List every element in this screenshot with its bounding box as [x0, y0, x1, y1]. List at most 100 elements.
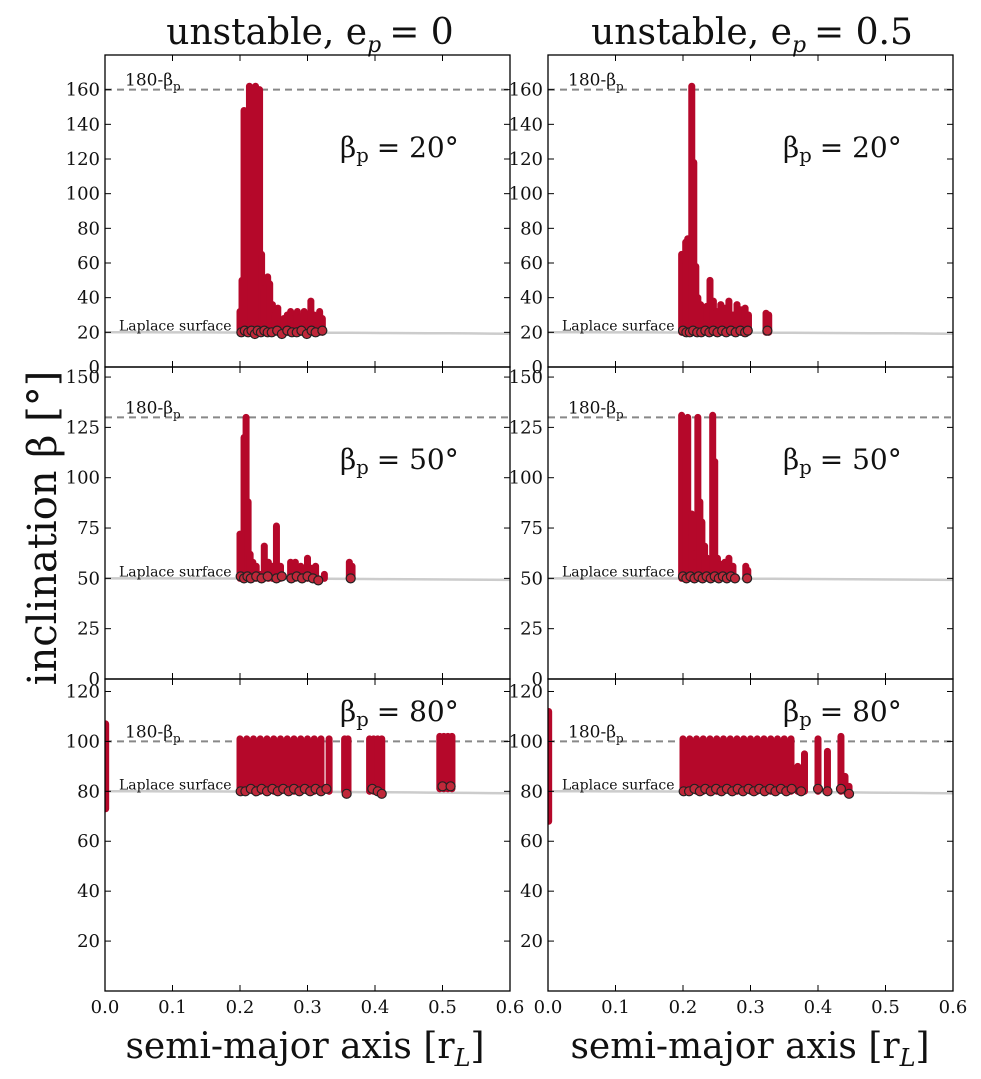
retrograde-label: 180-βp — [125, 71, 181, 94]
x-axis-label-left: semi-major axis [rL] — [125, 1026, 484, 1072]
y-tick-label: 80 — [520, 218, 543, 239]
data-marker — [812, 783, 824, 794]
data-marker — [376, 788, 387, 799]
plot-area — [548, 707, 953, 825]
column-title-left: unstable, ep = 0 — [166, 12, 453, 58]
y-tick-label: 125 — [509, 417, 543, 438]
x-tick-label: 0.0 — [91, 997, 120, 1018]
panel-5: 20 40 60 80 100 120 0.0 0.1 0.2 0.3 0.4 0.5 0.6 180-β… — [66, 678, 525, 1018]
beta-p-label: βp = 20° — [340, 131, 459, 167]
y-tick-label: 160 — [509, 80, 543, 101]
x-tick-label: 0.6 — [496, 997, 525, 1018]
y-tick-label: 0 — [89, 669, 100, 690]
y-tick-label: 75 — [520, 518, 543, 539]
y-tick-label: 50 — [520, 568, 543, 589]
y-tick-label: 20 — [77, 931, 100, 952]
data-marker — [317, 325, 328, 336]
y-tick-label: 120 — [509, 681, 543, 702]
data-marker — [729, 573, 741, 584]
data-marker — [742, 573, 753, 584]
x-tick-label: 0.6 — [939, 997, 968, 1018]
plot-area — [105, 720, 510, 813]
data-marker — [321, 783, 332, 794]
y-tick-label: 40 — [520, 288, 543, 309]
x-tick-label: 0.4 — [361, 997, 390, 1018]
y-tick-label: 40 — [77, 288, 100, 309]
data-marker — [341, 788, 352, 799]
data-marker — [835, 783, 847, 794]
data-marker — [262, 571, 273, 582]
y-tick-label: 0 — [532, 357, 543, 378]
x-tick-label: 0.5 — [428, 997, 457, 1018]
y-tick-label: 100 — [509, 468, 543, 489]
y-tick-label: 100 — [66, 468, 100, 489]
beta-p-label: βp = 50° — [783, 443, 902, 479]
panel-2: 0 20 40 60 80 100 120 140 160 180-βp Laplace surfa… — [509, 54, 954, 378]
y-tick-label: 80 — [77, 781, 100, 802]
data-marker — [762, 325, 773, 336]
retrograde-label: 180-βp — [125, 398, 181, 421]
data-marker — [276, 571, 287, 582]
y-tick-label: 120 — [66, 149, 100, 170]
data-marker — [445, 781, 456, 792]
y-tick-label: 160 — [66, 80, 100, 101]
retrograde-label: 180-βp — [568, 398, 624, 421]
y-axis-label: inclination β [°] — [20, 371, 66, 686]
beta-p-label: βp = 80° — [783, 695, 902, 731]
y-tick-label: 60 — [77, 831, 100, 852]
laplace-label: Laplace surface — [562, 564, 675, 580]
x-tick-label: 0.1 — [601, 997, 630, 1018]
y-tick-label: 60 — [520, 831, 543, 852]
panel-3: 0 25 50 75 100 125 150 180-βp Laplace surface βp =… — [66, 366, 511, 690]
y-tick-label: 80 — [77, 218, 100, 239]
plot-area — [105, 413, 510, 586]
y-tick-label: 60 — [520, 253, 543, 274]
y-tick-label: 140 — [509, 114, 543, 135]
laplace-label: Laplace surface — [119, 777, 232, 793]
panel-4: 0 25 50 75 100 125 150 180-βp Laplace surface βp =… — [509, 366, 954, 690]
data-marker — [313, 575, 324, 586]
plot-area — [105, 82, 510, 340]
column-title-right: unstable, ep = 0.5 — [591, 12, 913, 58]
y-tick-label: 0 — [532, 669, 543, 690]
data-marker — [345, 573, 356, 584]
y-tick-label: 125 — [66, 417, 100, 438]
retrograde-label: 180-βp — [568, 71, 624, 94]
laplace-label: Laplace surface — [562, 777, 675, 793]
y-tick-label: 150 — [509, 367, 543, 388]
y-tick-label: 40 — [77, 881, 100, 902]
x-tick-label: 0.3 — [293, 997, 322, 1018]
data-marker — [843, 788, 855, 799]
data-marker — [796, 786, 807, 797]
panel-6: 20 40 60 80 100 120 0.0 0.1 0.2 0.3 0.4 0.5 0.6 180-β… — [509, 678, 968, 1018]
x-axis-label-right: semi-major axis [rL] — [570, 1026, 929, 1072]
y-tick-label: 100 — [66, 731, 100, 752]
retrograde-label: 180-βp — [125, 722, 181, 745]
data-marker — [742, 325, 753, 336]
y-tick-label: 150 — [66, 367, 100, 388]
y-tick-label: 0 — [89, 357, 100, 378]
y-tick-label: 20 — [520, 322, 543, 343]
y-tick-label: 100 — [509, 184, 543, 205]
plot-area — [548, 411, 953, 584]
x-tick-label: 0.2 — [226, 997, 255, 1018]
y-tick-label: 80 — [520, 781, 543, 802]
data-marker — [822, 786, 833, 797]
y-tick-label: 50 — [77, 568, 100, 589]
x-tick-label: 0.5 — [871, 997, 900, 1018]
x-tick-label: 0.1 — [158, 997, 187, 1018]
beta-p-label: βp = 50° — [340, 443, 459, 479]
y-tick-label: 40 — [520, 881, 543, 902]
y-tick-label: 20 — [520, 931, 543, 952]
beta-p-label: βp = 80° — [340, 695, 459, 731]
beta-p-label: βp = 20° — [783, 131, 902, 167]
data-marker — [786, 783, 797, 794]
laplace-label: Laplace surface — [562, 318, 675, 334]
x-tick-label: 0.2 — [669, 997, 698, 1018]
y-tick-label: 25 — [520, 619, 543, 640]
y-tick-label: 60 — [77, 253, 100, 274]
plot-area — [548, 82, 953, 338]
x-tick-label: 0.3 — [736, 997, 765, 1018]
y-tick-label: 100 — [509, 731, 543, 752]
